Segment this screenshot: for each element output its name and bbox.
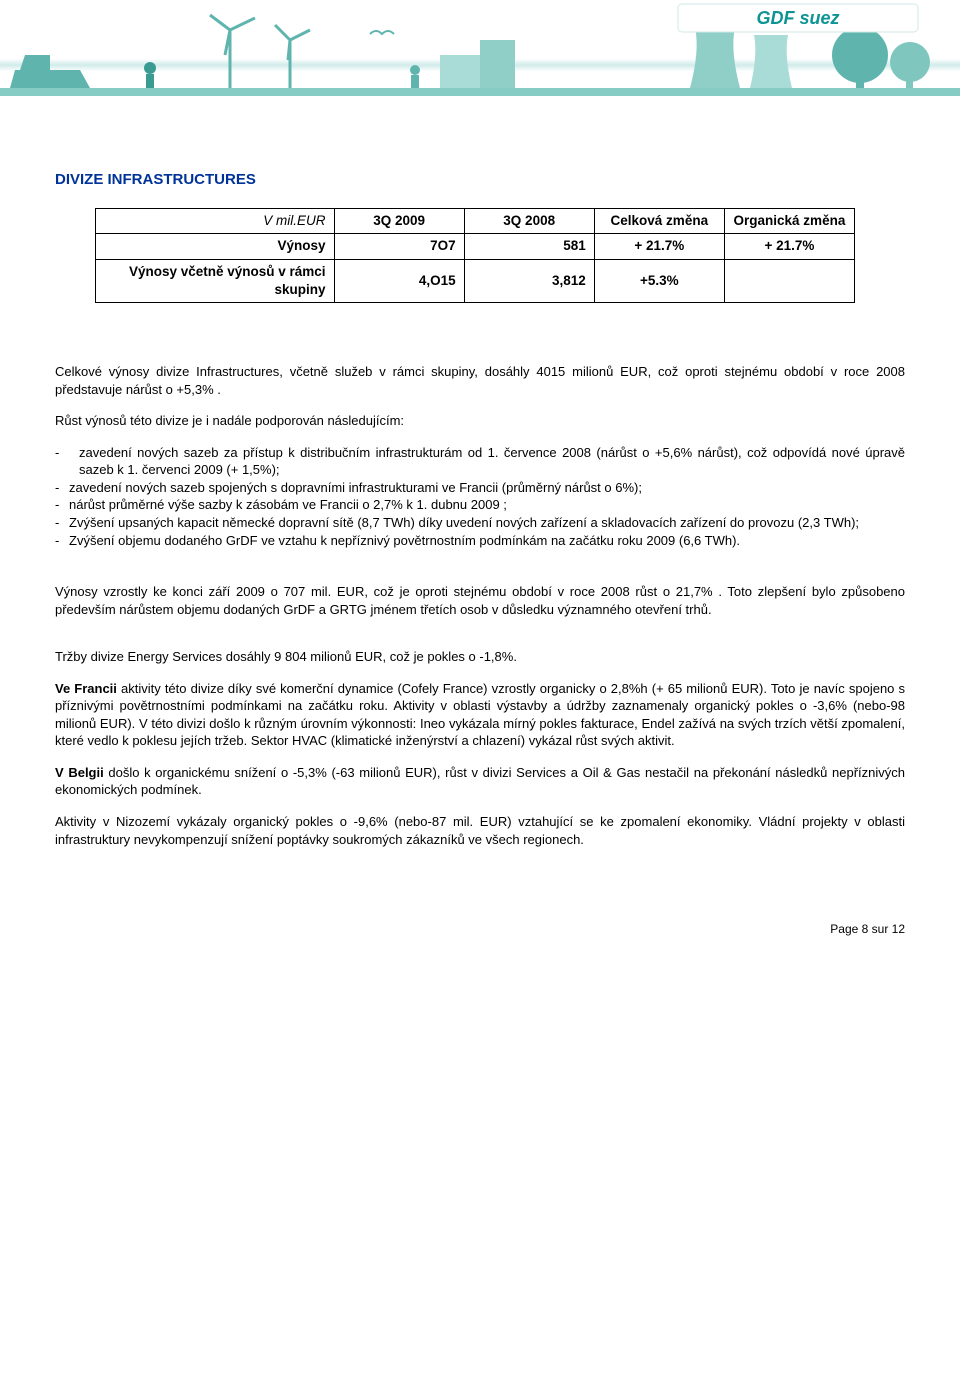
table-col-organic-change: Organická změna — [724, 209, 854, 234]
table-row: Výnosy včetně výnosů v rámci skupiny 4,O… — [96, 259, 855, 302]
text-france-body: aktivity této divize díky své komerční d… — [55, 681, 905, 749]
table-cell: +5.3% — [594, 259, 724, 302]
paragraph-netherlands: Aktivity v Nizozemí vykázaly organický p… — [55, 813, 905, 848]
label-france: Ve Francii — [55, 681, 117, 696]
svg-text:GDF suez: GDF suez — [756, 8, 839, 28]
section-title: DIVIZE INFRASTRUCTURES — [55, 170, 905, 190]
infrastructures-table: V mil.EUR 3Q 2009 3Q 2008 Celková změna … — [95, 208, 855, 303]
table-cell: 581 — [464, 234, 594, 259]
list-item: zavedení nových sazeb spojených s doprav… — [55, 479, 905, 497]
list-item: Zvýšení upsaných kapacit německé dopravn… — [55, 514, 905, 532]
page-content: DIVIZE INFRASTRUCTURES V mil.EUR 3Q 2009… — [0, 130, 960, 902]
table-cell: + 21.7% — [594, 234, 724, 259]
paragraph-revenue: Výnosy vzrostly ke konci září 2009 o 707… — [55, 583, 905, 618]
table-cell: 7O7 — [334, 234, 464, 259]
table-cell: 3,812 — [464, 259, 594, 302]
paragraph-belgium: V Belgii došlo k organickému snížení o -… — [55, 764, 905, 799]
list-item: zavedení nových sazeb za přístup k distr… — [55, 444, 905, 479]
list-item: nárůst průměrné výše sazby k zásobám ve … — [55, 496, 905, 514]
paragraph-energy-services: Tržby divize Energy Services dosáhly 9 8… — [55, 648, 905, 666]
table-col-q2008: 3Q 2008 — [464, 209, 594, 234]
table-cell: 4,O15 — [334, 259, 464, 302]
table-cell: + 21.7% — [724, 234, 854, 259]
bullet-list: zavedení nových sazeb za přístup k distr… — [55, 444, 905, 549]
table-cell-label: Výnosy — [96, 234, 335, 259]
table-col-q2009: 3Q 2009 — [334, 209, 464, 234]
paragraph-growth: Růst výnosů této divize je i nadále podp… — [55, 412, 905, 430]
banner-silhouette: GDF suez — [0, 0, 960, 130]
page-footer: Page 8 sur 12 — [0, 902, 960, 956]
label-belgium: V Belgii — [55, 765, 104, 780]
table-row: Výnosy 7O7 581 + 21.7% + 21.7% — [96, 234, 855, 259]
table-cell — [724, 259, 854, 302]
header-banner: GDF suez — [0, 0, 960, 130]
paragraph-intro: Celkové výnosy divize Infrastructures, v… — [55, 363, 905, 398]
paragraph-france: Ve Francii aktivity této divize díky své… — [55, 680, 905, 750]
table-col-total-change: Celková změna — [594, 209, 724, 234]
table-cell-label: Výnosy včetně výnosů v rámci skupiny — [96, 259, 335, 302]
text-belgium-body: došlo k organickému snížení o -5,3% (-63… — [55, 765, 905, 798]
table-col-label: V mil.EUR — [96, 209, 335, 234]
list-item: Zvýšení objemu dodaného GrDF ve vztahu k… — [55, 532, 905, 550]
